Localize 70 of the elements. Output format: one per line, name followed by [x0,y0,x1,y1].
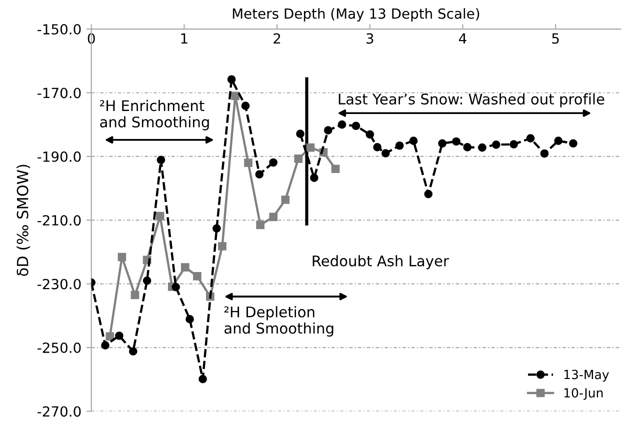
legend-label: 10-Jun [564,388,603,400]
annotation: Last Year’s Snow: Washed out profile [338,93,604,108]
annotation: ²H Enrichment and Smoothing [100,100,209,130]
point [296,130,304,138]
point [244,158,252,167]
point [294,154,303,163]
point [241,102,250,110]
point [324,126,332,134]
point [510,140,518,149]
point [255,170,264,178]
point [130,290,140,300]
point [227,75,236,84]
x-tick-label: 2 [274,33,280,44]
x-axis-title: Meters Depth (May 13 Depth Scale) [232,8,480,22]
point [128,347,138,356]
x-tick-label: 4 [458,33,466,44]
point [101,341,110,350]
point [118,252,126,262]
point [373,143,382,152]
point [198,374,207,384]
y-tick-label: -250.0 [38,342,81,354]
point [478,143,486,152]
point [381,149,390,158]
point [212,224,221,233]
point [142,276,152,285]
point [338,120,346,129]
y-tick-label: -190.0 [38,151,81,162]
point [256,220,264,230]
point [281,196,290,204]
point [492,140,500,149]
point [231,92,240,100]
point [366,130,374,139]
point [438,139,446,148]
point [115,332,124,340]
point [186,315,194,324]
point [172,282,180,292]
y-tick-label: -210.0 [38,215,81,226]
point [409,136,418,146]
point [310,174,318,182]
y-axis-title: δD (‰ SMOW) [16,164,30,276]
y-tick-label: -150.0 [38,24,81,35]
point [156,156,166,164]
legend-label: 13-May [564,370,609,382]
point [331,164,340,174]
point [180,263,190,272]
y-tick-label: -270.0 [38,406,81,417]
x-tick-label: 3 [366,33,374,44]
point [554,136,563,146]
y-tick-label: -230.0 [38,278,81,290]
point [106,332,114,341]
point [269,158,278,167]
point [352,122,360,130]
y-tick-label: -170.0 [38,88,81,98]
point [424,190,433,198]
x-tick-label: 5 [552,33,559,44]
point [193,272,202,280]
point [540,149,549,158]
point [306,143,315,152]
point [569,139,578,148]
point [218,242,226,250]
point [269,212,278,222]
point [156,212,164,220]
ref-line-label: Redoubt Ash Layer [312,255,449,270]
point [463,143,472,152]
point [395,141,404,150]
point [526,134,535,142]
point [452,137,460,146]
x-tick-label: 0 [88,33,95,44]
annotation: ²H Depletion and Smoothing [224,306,334,337]
x-tick-label: 1 [181,33,188,44]
